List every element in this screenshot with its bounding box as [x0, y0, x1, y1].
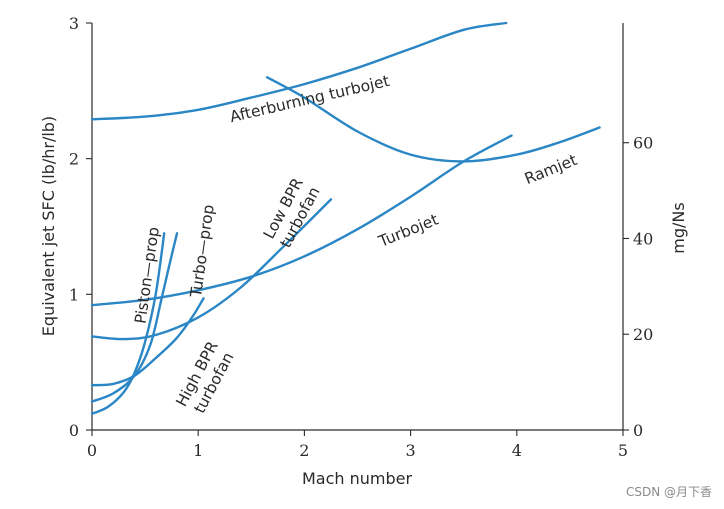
high-bpr-turbofan-curve: [90, 297, 205, 387]
left-y-ticks: 0 1 2 3: [69, 14, 92, 440]
afterburning-turbojet-label: Afterburning turbojet: [228, 72, 391, 126]
turbojet-curve: [90, 134, 513, 307]
y-tick-label: 2: [69, 150, 79, 169]
right-y-axis-title: mg/Ns: [669, 202, 688, 253]
label-line: Ramjet: [522, 151, 580, 188]
x-tick-label: 4: [512, 441, 522, 460]
label-line: Turbo—prop: [187, 203, 218, 299]
y-tick-label: 1: [69, 285, 79, 304]
low-bpr-turbofan-curve: [90, 198, 333, 341]
y2-tick-label: 40: [633, 229, 653, 248]
plot-frame: [91, 23, 624, 431]
x-tick-label: 0: [87, 441, 97, 460]
x-tick-label: 1: [193, 441, 203, 460]
y2-tick-label: 20: [633, 325, 653, 344]
y-tick-label: 3: [69, 14, 79, 33]
piston-prop-curve: [90, 232, 166, 415]
y2-tick-label: 60: [633, 134, 653, 153]
turbojet-label: Turbojet: [375, 211, 441, 252]
x-axis-title: Mach number: [302, 469, 413, 488]
high-bpr-turbofan-label: High BPRturbofan: [173, 338, 239, 419]
ramjet-curve: [266, 76, 601, 163]
low-bpr-turbofan-label: Low BPRturbofan: [260, 175, 324, 251]
watermark-text: CSDN @月下香: [626, 485, 712, 499]
right-y-ticks: 0 20 40 60: [623, 134, 653, 440]
turbo-prop-label: Turbo—prop: [187, 203, 218, 299]
series-curves: [90, 21, 601, 415]
y-tick-label: 0: [69, 421, 79, 440]
x-ticks: 0 1 2 3 4 5: [87, 430, 628, 460]
x-tick-label: 5: [618, 441, 628, 460]
y2-tick-label: 0: [633, 421, 643, 440]
afterburning-turbojet-curve: [90, 21, 508, 121]
x-tick-label: 2: [299, 441, 309, 460]
label-line: Turbojet: [375, 211, 441, 252]
turbo-prop-curve: [90, 232, 179, 403]
ramjet-label: Ramjet: [522, 151, 580, 188]
x-tick-label: 3: [406, 441, 416, 460]
label-line: Afterburning turbojet: [228, 72, 391, 126]
left-y-axis-title: Equivalent jet SFC (lb/hr/lb): [39, 116, 58, 336]
